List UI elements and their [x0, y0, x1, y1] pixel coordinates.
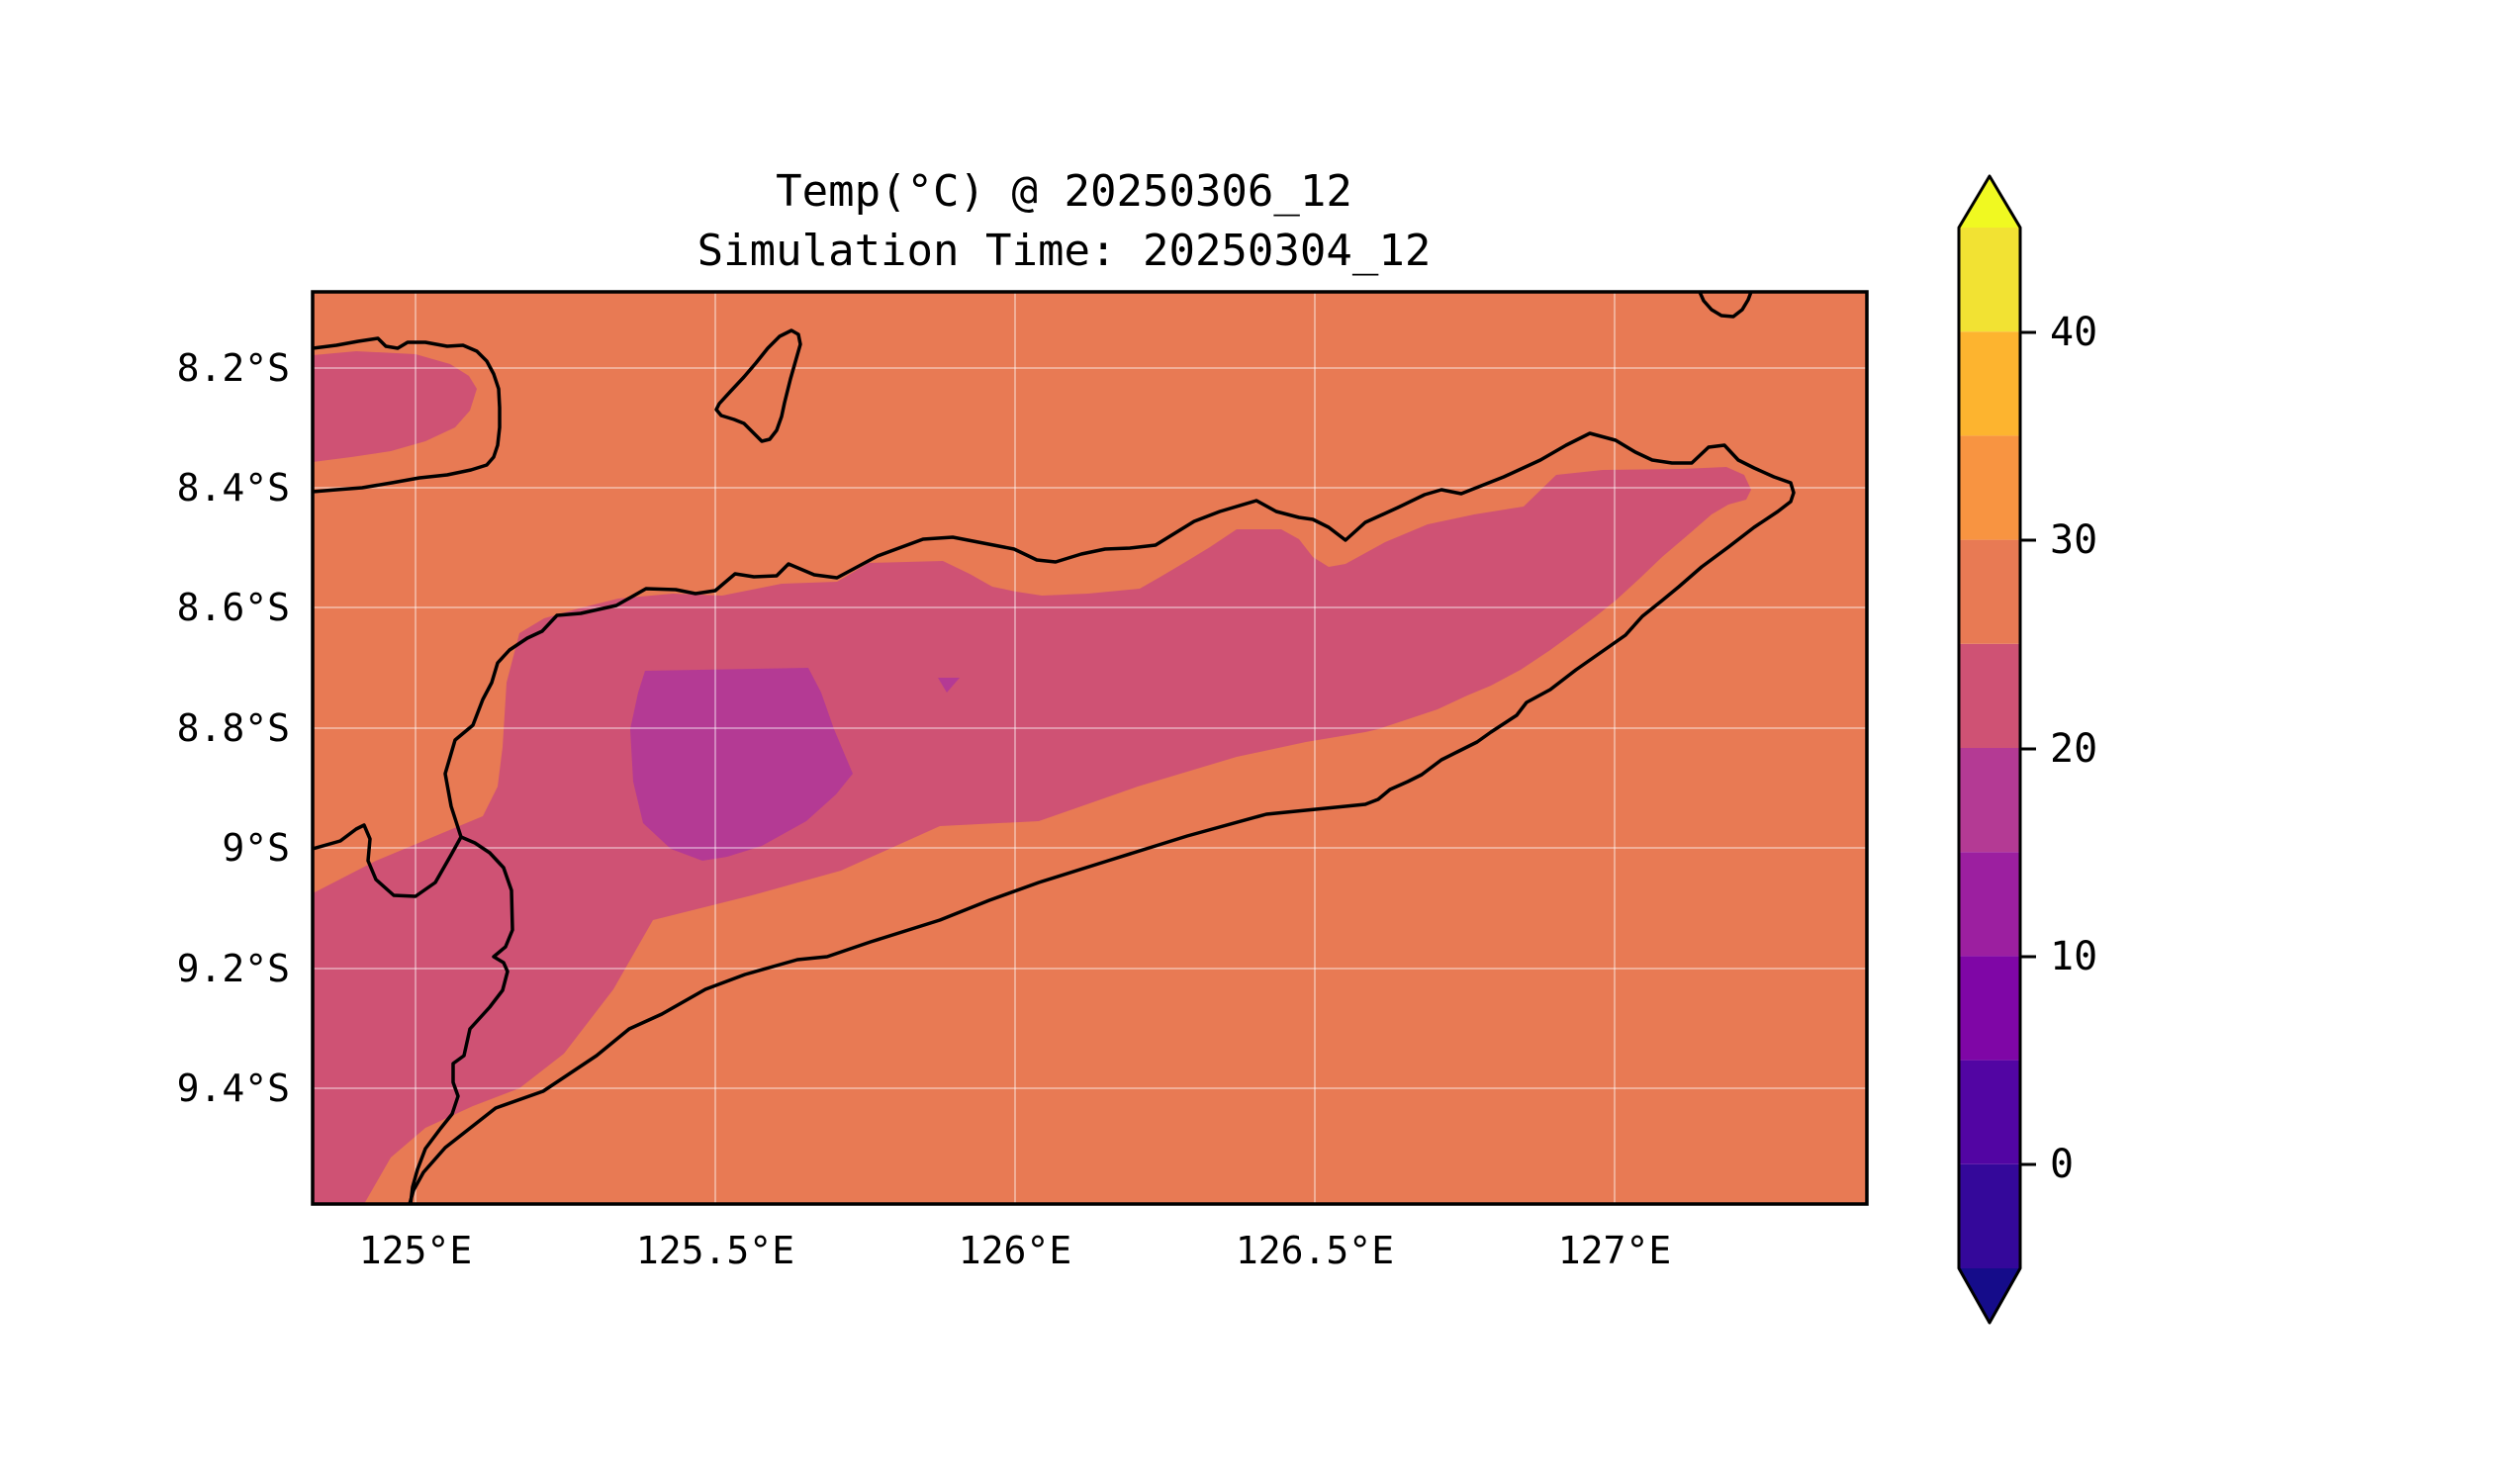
- coastline-atauro-island: [714, 328, 802, 443]
- colorbar-tick-label: 30: [2050, 517, 2098, 563]
- plot-title: Temp(°C) @ 20250306_12 Simulation Time: 2…: [287, 162, 1841, 281]
- contour-region-small-cold-spot: [938, 678, 960, 693]
- coastline-wetar-tip: [1698, 292, 1753, 319]
- contour-region-timor-spine-cool-band: [313, 467, 1751, 1204]
- x-tick-label: 126°E: [958, 1229, 1072, 1272]
- coastline-alor-coast: [313, 336, 502, 494]
- x-tick-label: 127°E: [1557, 1229, 1672, 1272]
- y-tick-label: 8.8°S: [176, 706, 290, 750]
- coastline-west-timor-inlet: [409, 835, 514, 1204]
- colorbar-tick-label: 10: [2050, 934, 2098, 979]
- colorbar-band: [1959, 228, 2020, 332]
- colorbar-band: [1959, 643, 2020, 748]
- y-tick-label: 9.4°S: [176, 1067, 290, 1110]
- y-tick-label: 8.4°S: [176, 466, 290, 510]
- colorbar-band: [1959, 748, 2020, 853]
- colorbar-band: [1959, 1163, 2020, 1268]
- contour-region-alor-highlands: [313, 351, 477, 462]
- title-line-1: Temp(°C) @ 20250306_12: [776, 166, 1352, 217]
- y-tick-label: 8.2°S: [176, 346, 290, 390]
- y-tick-label: 8.6°S: [176, 586, 290, 629]
- colorbar-band: [1959, 539, 2020, 644]
- colorbar-tick-label: 20: [2050, 726, 2098, 772]
- map-area: [313, 292, 1867, 1204]
- colorbar-tick-label: 40: [2050, 310, 2098, 355]
- colorbar-outline: [1957, 174, 2022, 1325]
- colorbar-tick-label: 0: [2050, 1142, 2075, 1187]
- colorbar-under-arrow: [1959, 1268, 2020, 1323]
- plot-border: [311, 290, 1869, 1206]
- coastline-timor-north-and-south-coast: [313, 431, 1796, 1204]
- colorbar: [1957, 174, 2036, 1325]
- colorbar-over-arrow: [1959, 176, 2020, 228]
- x-tick-label: 126.5°E: [1235, 1229, 1395, 1272]
- x-tick-label: 125.5°E: [635, 1229, 795, 1272]
- title-line-2: Simulation Time: 20250304_12: [696, 226, 1432, 276]
- y-tick-label: 9.2°S: [176, 947, 290, 990]
- y-tick-label: 9°S: [222, 826, 290, 870]
- x-tick-label: 125°E: [358, 1229, 473, 1272]
- colorbar-band: [1959, 435, 2020, 540]
- colorbar-band: [1959, 331, 2020, 436]
- colorbar-band: [1959, 1060, 2020, 1164]
- contour-region-ramelau-cold-core: [630, 668, 853, 861]
- colorbar-band: [1959, 852, 2020, 957]
- colorbar-band: [1959, 956, 2020, 1061]
